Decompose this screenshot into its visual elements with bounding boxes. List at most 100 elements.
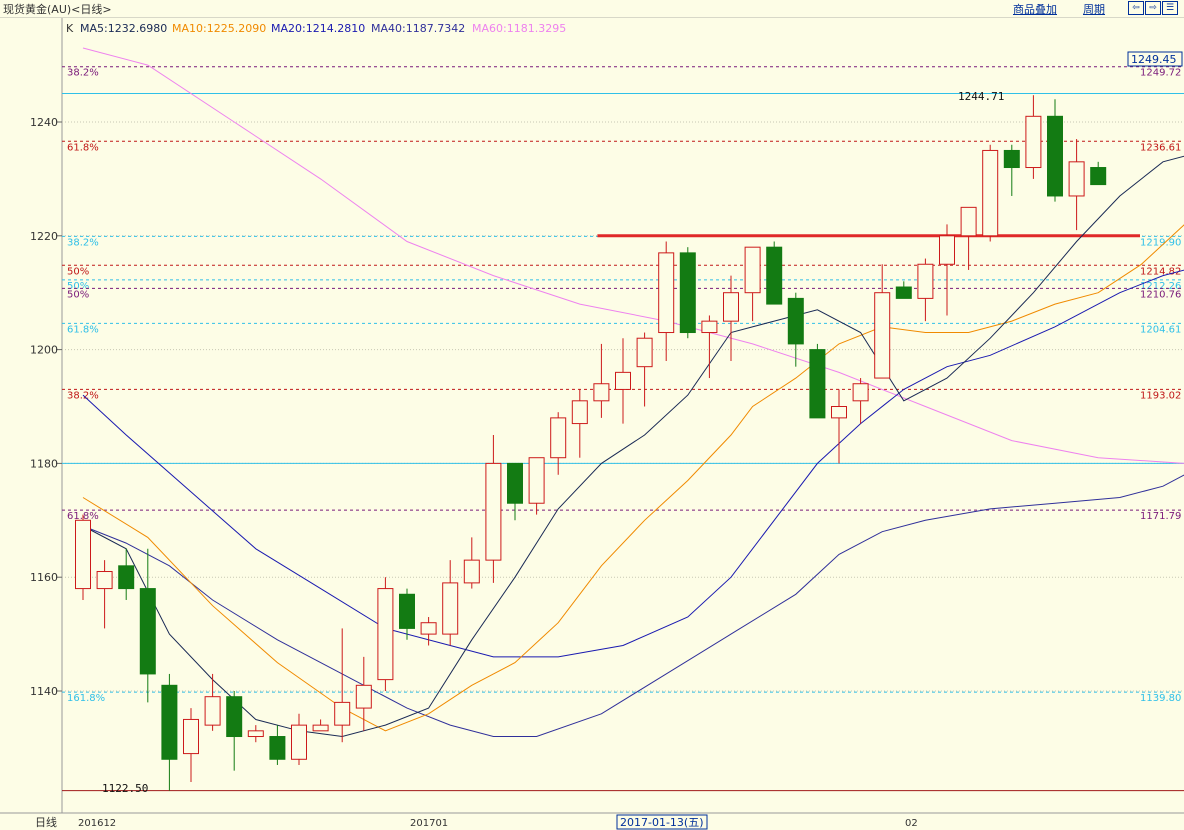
- title-bar: 现货黄金(AU)<日线> 商品叠加 周期 ⇦ ⇨ ☰: [0, 0, 1184, 18]
- candle: [593, 343, 610, 418]
- candle: [1003, 144, 1020, 196]
- candle-body: [247, 730, 264, 738]
- candle: [982, 144, 999, 242]
- candle: [1047, 99, 1063, 202]
- candle: [377, 577, 394, 691]
- candle: [204, 673, 221, 731]
- fib-price-label: 1212.26: [1140, 281, 1181, 292]
- candle: [226, 691, 243, 771]
- candle: [550, 412, 567, 475]
- fib-ratio-label: 61.8%: [67, 324, 99, 335]
- fib-price-label: 1171.79: [1140, 511, 1181, 522]
- fib-price-label: 1139.80: [1140, 693, 1181, 704]
- low-annotation: 1122.50: [102, 782, 148, 795]
- y-tick-label: 1200: [30, 344, 58, 357]
- candle-body: [809, 349, 826, 419]
- candle-body: [377, 588, 394, 681]
- fib-price-label: 1214.82: [1140, 266, 1181, 277]
- fib-price-label: 1193.02: [1140, 390, 1181, 401]
- candle-body: [787, 297, 804, 345]
- candle: [183, 708, 199, 783]
- candle: [161, 673, 178, 791]
- candle-body: [1090, 167, 1107, 186]
- period-menu[interactable]: 周期: [1083, 3, 1105, 16]
- candle: [917, 258, 934, 322]
- candle-body: [831, 406, 847, 419]
- overlay-menu[interactable]: 商品叠加: [1013, 3, 1057, 16]
- candle-body: [355, 684, 372, 709]
- candle-body: [269, 736, 286, 760]
- candle: [355, 656, 372, 731]
- candle: [139, 548, 156, 703]
- candle-body: [507, 462, 523, 504]
- candle: [679, 247, 696, 339]
- fib-price-label: 1219.90: [1140, 237, 1181, 248]
- legend-ma20: MA20:1214.2810: [271, 22, 365, 35]
- high-annotation: 1244.71: [958, 90, 1004, 103]
- legend-ma60: MA60:1181.3295: [472, 22, 566, 35]
- candle-body: [291, 724, 307, 760]
- chart-title: 现货黄金(AU)<日线>: [3, 3, 112, 16]
- candle: [571, 389, 588, 458]
- axis-labels: 1140 1160 1180 1200 1220 1240: [30, 116, 58, 698]
- candle: [334, 628, 351, 743]
- fib-ratio-label: 38.2%: [67, 68, 99, 79]
- candle-body: [874, 292, 891, 379]
- candle-body: [593, 383, 610, 402]
- crosshair-date-label: 2017-01-13(五): [620, 816, 704, 829]
- candle-body: [312, 724, 329, 732]
- left-arrow-icon[interactable]: ⇦: [1128, 1, 1144, 15]
- candle-body: [399, 593, 415, 629]
- candle-body: [917, 263, 934, 299]
- candle-body: [528, 457, 545, 504]
- fib-price-label: 1210.76: [1140, 289, 1181, 300]
- candle: [247, 725, 264, 743]
- right-arrow-icon[interactable]: ⇨: [1145, 1, 1161, 15]
- candle: [701, 315, 718, 379]
- fib-ratio-label: 61.8%: [67, 142, 99, 153]
- y-tick-label: 1140: [30, 685, 58, 698]
- y-tick-label: 1220: [30, 230, 58, 243]
- y-tick-label: 1180: [30, 457, 58, 470]
- grid: [56, 121, 1184, 692]
- candle-body: [939, 235, 955, 265]
- legend-ma5: MA5:1232.6980: [80, 22, 167, 35]
- candle: [399, 588, 415, 640]
- fibonacci-levels: 38.2% 1249.72 61.8% 1236.61 38.2% 1219.90 50% 1…: [62, 66, 1184, 792]
- fib-price-label: 1249.72: [1140, 68, 1181, 79]
- candle-body: [679, 252, 696, 334]
- candle-body: [334, 701, 351, 726]
- candle-body: [226, 696, 243, 738]
- legend-ma40: MA40:1187.7342: [371, 22, 465, 35]
- candle-body: [852, 383, 869, 402]
- candle-body: [463, 559, 480, 584]
- candle: [636, 332, 653, 407]
- candle-body: [658, 252, 675, 334]
- candle: [96, 560, 113, 629]
- candle: [442, 560, 459, 646]
- candle-body: [420, 622, 437, 635]
- price-chart[interactable]: 38.2% 1249.72 61.8% 1236.61 38.2% 1219.90 50% 1…: [0, 18, 1184, 830]
- candle-body: [485, 462, 502, 561]
- candle: [485, 434, 502, 583]
- ma5-line: [82, 155, 1184, 738]
- candle: [960, 206, 977, 270]
- candle: [1090, 161, 1107, 186]
- candle: [744, 246, 761, 322]
- candle: [420, 617, 437, 646]
- fib-ratio-label: 161.8%: [67, 693, 105, 704]
- candle: [939, 224, 955, 316]
- y-tick-label: 1240: [30, 116, 58, 129]
- candle: [874, 264, 891, 379]
- candle: [118, 548, 135, 600]
- candle-body: [139, 588, 156, 675]
- maximize-icon[interactable]: ☰: [1162, 1, 1178, 15]
- candle: [658, 241, 675, 361]
- candle-body: [571, 400, 588, 425]
- candle: [463, 537, 480, 589]
- candle: [787, 292, 804, 367]
- candle: [507, 462, 523, 521]
- candle-body: [550, 417, 567, 459]
- y-tick-label: 1160: [30, 571, 58, 584]
- current-price-badge: 1249.45: [1131, 53, 1177, 66]
